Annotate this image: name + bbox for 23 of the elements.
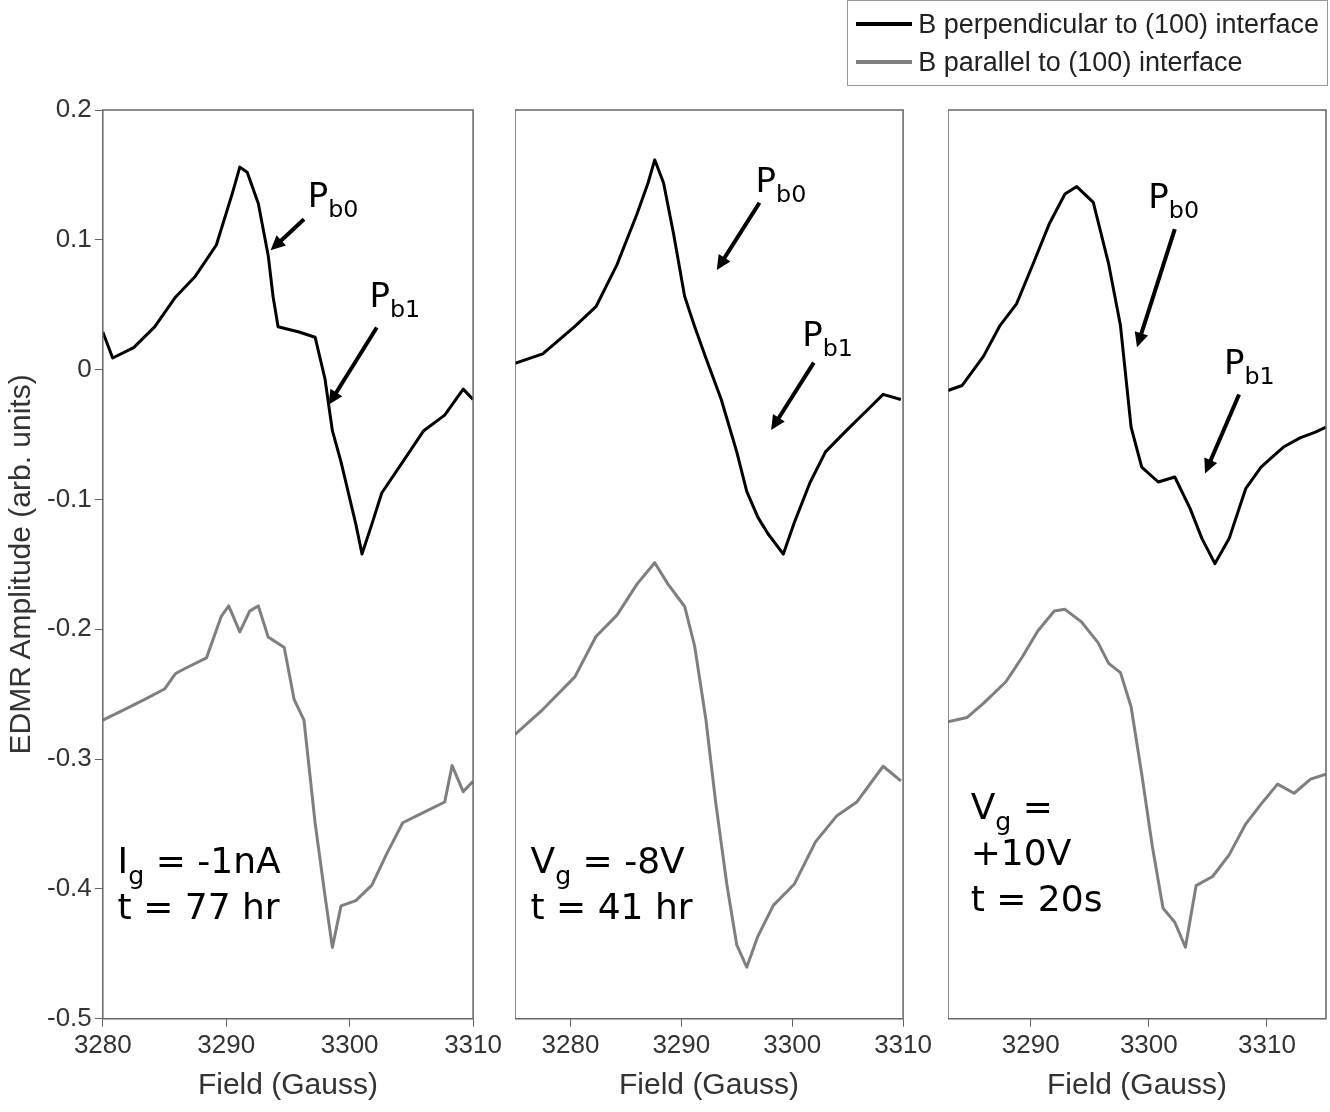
y-tick-label: 0.1	[55, 223, 92, 253]
y-tick-label: 0	[77, 352, 92, 383]
x-tick-label: 3310	[444, 1028, 502, 1059]
y-axis-title: EDMR Amplitude (arb. units)	[3, 374, 37, 755]
legend-label: B parallel to (100) interface	[918, 46, 1243, 79]
legend-label: B perpendicular to (100) interface	[918, 8, 1319, 41]
y-tick-label: -0.2	[46, 612, 92, 643]
x-axis-title: Field (Gauss)	[619, 1067, 800, 1101]
y-tick-label: 0.2	[55, 93, 92, 124]
x-tick-label: 3300	[1119, 1028, 1178, 1059]
x-tick-label: 3290	[197, 1028, 256, 1059]
x-tick-label: 3310	[1238, 1028, 1296, 1059]
x-axis-title: Field (Gauss)	[1046, 1067, 1228, 1101]
y-tick-label: -0.3	[46, 742, 92, 773]
y-tick-label: -0.1	[46, 482, 92, 513]
x-tick-label: 3300	[763, 1028, 822, 1059]
x-tick-label: 3310	[874, 1028, 932, 1059]
x-tick-label: 3290	[1001, 1028, 1060, 1059]
x-tick-label: 3290	[652, 1028, 711, 1059]
x-tick-label: 3280	[541, 1028, 600, 1059]
x-axis-title: Field (Gauss)	[197, 1067, 378, 1101]
y-tick-label: -0.4	[46, 872, 92, 903]
x-tick-label: 3300	[320, 1028, 379, 1059]
